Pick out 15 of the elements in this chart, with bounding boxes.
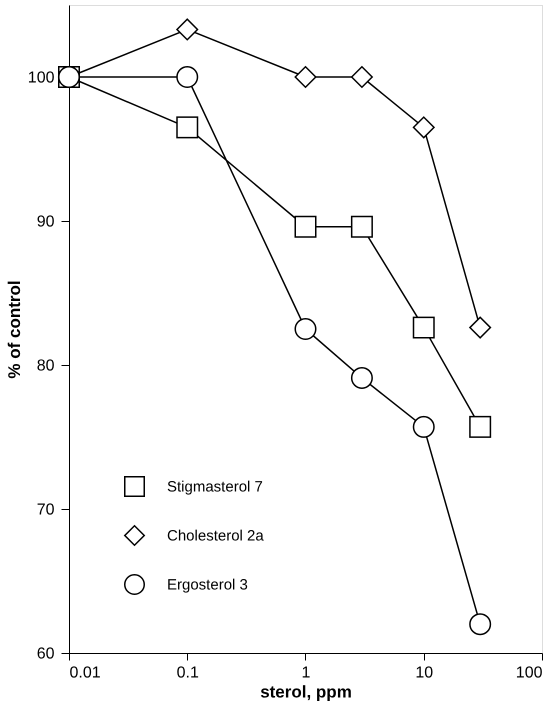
y-axis-title: % of control (4, 280, 24, 379)
x-tick-label: 10 (415, 664, 434, 682)
x-tick-label: 0.1 (176, 664, 199, 682)
y-tick-label: 100 (28, 70, 55, 86)
x-tick-label: 100 (516, 664, 543, 682)
legend-label: Stigmasterol 7 (167, 478, 263, 496)
y-tick-label: 60 (36, 646, 55, 662)
y-tick-label: 80 (36, 358, 55, 374)
y-tick-label: 90 (36, 214, 55, 230)
legend-label: Ergosterol 3 (167, 576, 248, 594)
x-tick-label: 0.01 (70, 664, 101, 682)
y-tick-label: 70 (36, 502, 55, 518)
legend-label: Cholesterol 2a (167, 528, 264, 544)
x-axis-title: sterol, ppm (260, 682, 352, 702)
x-tick-label: 1 (302, 664, 311, 682)
